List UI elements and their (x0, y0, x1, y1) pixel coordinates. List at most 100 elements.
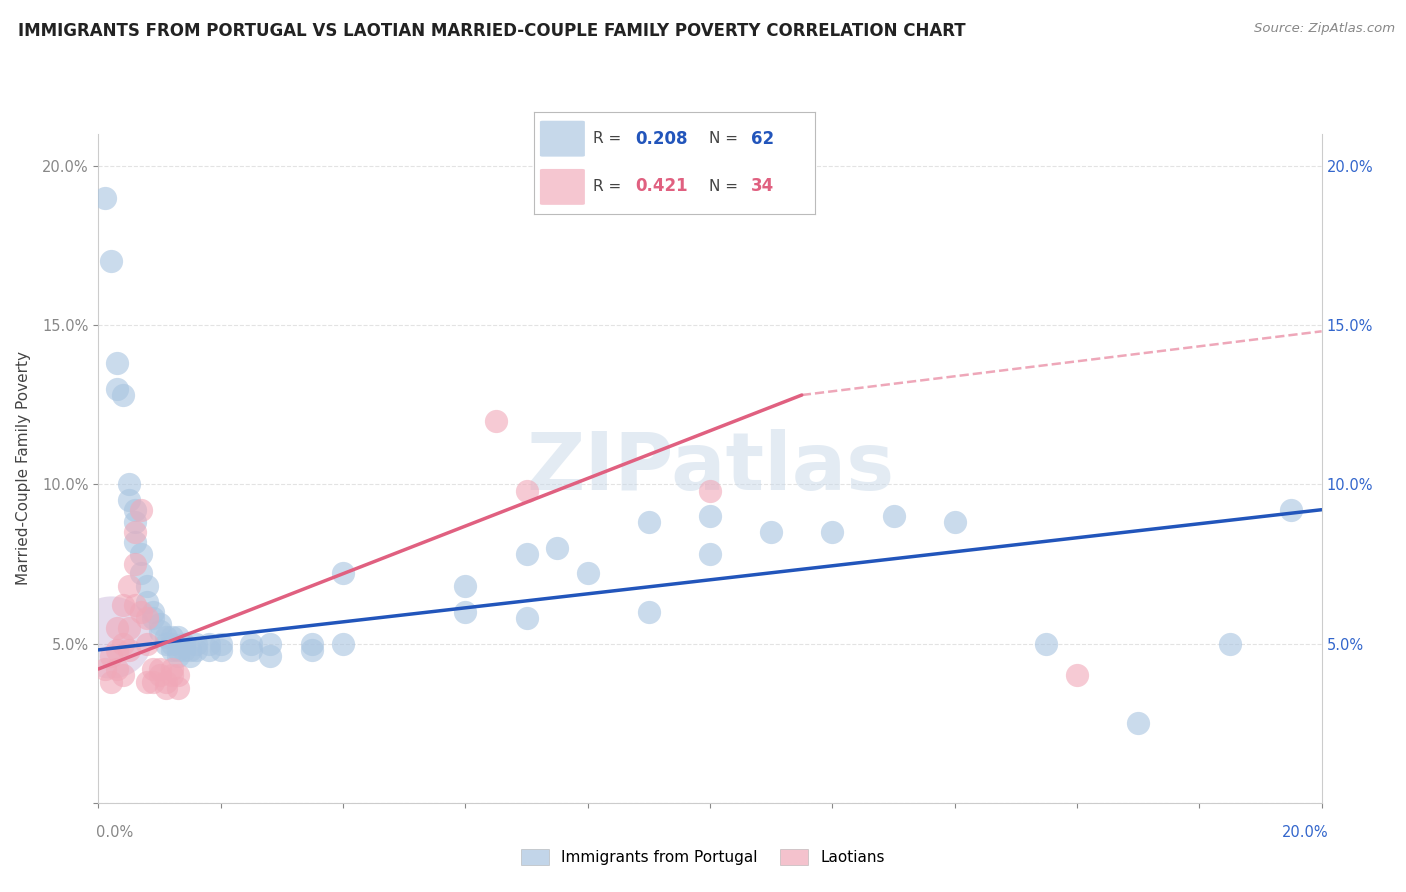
Text: N =: N = (709, 131, 742, 146)
Point (167, 643, 190, 657)
Point (454, 579, 477, 593)
Point (155, 674, 177, 689)
Point (173, 636, 195, 650)
Point (883, 509, 905, 524)
Point (136, 674, 159, 689)
Point (759, 524, 782, 539)
Point (129, 566, 152, 581)
Point (1219, 636, 1241, 650)
Text: 62: 62 (751, 129, 773, 148)
Text: ZIPatlas: ZIPatlas (526, 429, 894, 508)
Point (516, 547, 538, 561)
Point (821, 524, 844, 539)
Y-axis label: Married-Couple Family Poverty: Married-Couple Family Poverty (15, 351, 31, 585)
Point (105, 621, 128, 635)
Point (155, 630, 177, 644)
Point (149, 617, 172, 632)
FancyBboxPatch shape (540, 120, 585, 157)
Text: 0.208: 0.208 (636, 129, 688, 148)
Point (124, 524, 146, 539)
Point (301, 643, 323, 657)
Text: N =: N = (709, 179, 742, 194)
Text: IMMIGRANTS FROM PORTUGAL VS LAOTIAN MARRIED-COUPLE FAMILY POVERTY CORRELATION CH: IMMIGRANTS FROM PORTUGAL VS LAOTIAN MARR… (18, 22, 966, 40)
Point (167, 649, 190, 664)
Text: R =: R = (593, 131, 627, 146)
Point (301, 636, 323, 650)
Point (160, 630, 183, 644)
Point (129, 605, 152, 619)
Point (118, 579, 141, 593)
Point (485, 413, 508, 427)
Point (259, 649, 281, 664)
Point (516, 483, 538, 498)
Text: 0.0%: 0.0% (96, 825, 132, 840)
Point (111, 668, 134, 682)
Point (100, 649, 122, 664)
Point (167, 681, 190, 695)
Point (332, 566, 354, 581)
Text: Source: ZipAtlas.com: Source: ZipAtlas.com (1254, 22, 1395, 36)
Point (149, 624, 172, 638)
Point (167, 668, 190, 682)
Point (105, 356, 128, 370)
Point (93, 662, 115, 676)
Point (118, 621, 141, 635)
Point (105, 643, 128, 657)
Point (699, 509, 721, 524)
Point (111, 636, 134, 650)
Point (160, 643, 183, 657)
Point (699, 483, 721, 498)
Text: 34: 34 (751, 178, 775, 195)
Point (149, 668, 172, 682)
Point (943, 516, 966, 530)
Point (240, 636, 263, 650)
Point (100, 630, 122, 644)
Point (167, 630, 190, 644)
Point (179, 649, 201, 664)
Point (129, 547, 152, 561)
Point (100, 254, 122, 268)
Point (240, 643, 263, 657)
Point (1035, 636, 1057, 650)
Point (124, 516, 146, 530)
Point (124, 599, 146, 613)
Point (93, 190, 115, 204)
Point (105, 662, 128, 676)
Point (118, 477, 141, 491)
Point (1128, 716, 1150, 731)
Point (142, 611, 165, 625)
FancyBboxPatch shape (540, 169, 585, 205)
Point (124, 502, 146, 516)
Point (699, 547, 721, 561)
Point (197, 636, 219, 650)
Point (454, 605, 477, 619)
Point (160, 668, 183, 682)
Point (259, 636, 281, 650)
Point (111, 599, 134, 613)
Legend: Immigrants from Portugal, Laotians: Immigrants from Portugal, Laotians (515, 843, 891, 871)
Point (136, 595, 159, 609)
Point (142, 662, 165, 676)
Point (546, 541, 568, 555)
Point (637, 516, 661, 530)
Point (129, 502, 152, 516)
Point (576, 566, 599, 581)
Point (160, 662, 183, 676)
Point (118, 493, 141, 508)
Point (100, 674, 122, 689)
Point (124, 534, 146, 549)
Point (142, 674, 165, 689)
Point (118, 643, 141, 657)
Point (186, 636, 208, 650)
Point (173, 643, 195, 657)
Point (197, 643, 219, 657)
Point (124, 557, 146, 571)
Point (136, 579, 159, 593)
Point (1279, 502, 1302, 516)
Text: 20.0%: 20.0% (1282, 825, 1329, 840)
Point (111, 388, 134, 402)
Point (136, 611, 159, 625)
Point (142, 605, 165, 619)
Point (516, 611, 538, 625)
Point (209, 643, 232, 657)
